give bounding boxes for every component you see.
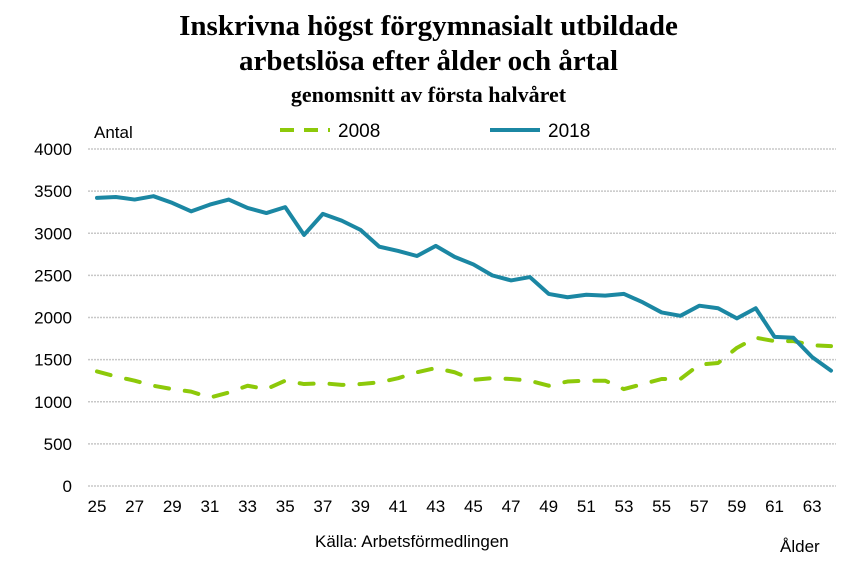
y-tick-label: 1500 <box>34 351 72 370</box>
x-tick-label: 47 <box>502 497 521 516</box>
x-tick-label: 41 <box>389 497 408 516</box>
y-tick-label: 4000 <box>34 140 72 159</box>
legend-label-2018: 2018 <box>548 121 590 142</box>
x-tick-label: 57 <box>690 497 709 516</box>
x-tick-label: 29 <box>163 497 182 516</box>
x-tick-label: 61 <box>765 497 784 516</box>
y-tick-label: 2500 <box>34 266 72 285</box>
x-tick-label: 51 <box>577 497 596 516</box>
chart-title: Inskrivna högst förgymnasialt utbildade <box>179 10 678 42</box>
y-tick-label: 2000 <box>34 309 72 328</box>
y-axis-label: Antal <box>94 123 133 142</box>
y-tick-label: 3000 <box>34 224 72 243</box>
source-note: Källa: Arbetsförmedlingen <box>315 532 509 551</box>
series-line-2008 <box>95 335 833 400</box>
y-tick-label: 0 <box>63 477 72 496</box>
x-tick-label: 33 <box>238 497 257 516</box>
x-tick-label: 27 <box>125 497 144 516</box>
x-tick-label: 37 <box>313 497 332 516</box>
x-axis-label: Ålder <box>780 537 820 556</box>
x-tick-label: 43 <box>426 497 445 516</box>
x-tick-label: 49 <box>539 497 558 516</box>
x-tick-label: 39 <box>351 497 370 516</box>
x-tick-label: 55 <box>652 497 671 516</box>
x-tick-label: 53 <box>615 497 634 516</box>
x-tick-label: 59 <box>727 497 746 516</box>
x-tick-label: 31 <box>200 497 219 516</box>
x-tick-label: 63 <box>803 497 822 516</box>
y-tick-label: 1000 <box>34 393 72 412</box>
x-tick-label: 45 <box>464 497 483 516</box>
legend-label-2008: 2008 <box>338 121 380 142</box>
x-tick-label: 25 <box>88 497 107 516</box>
series-line-2018 <box>95 194 833 373</box>
chart-title-line2: arbetslösa efter ålder och årtal <box>238 45 619 77</box>
y-tick-label: 3500 <box>34 182 72 201</box>
chart-subtitle: genomsnitt av första halvåret <box>290 82 567 107</box>
y-tick-label: 500 <box>44 435 72 454</box>
x-tick-label: 35 <box>276 497 295 516</box>
